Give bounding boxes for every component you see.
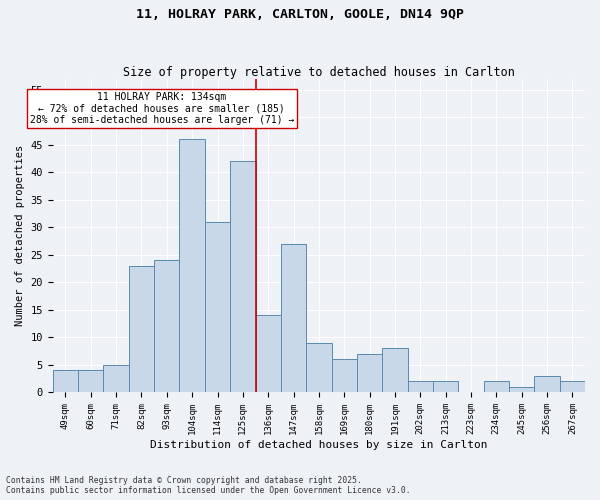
Bar (382, 348, 407, 393)
Text: 11 HOLRAY PARK: 134sqm
← 72% of detached houses are smaller (185)
28% of semi-de: 11 HOLRAY PARK: 134sqm ← 72% of detached… (29, 92, 294, 126)
Bar (179, 139, 205, 392)
Bar (53, 370, 78, 392)
Bar (332, 360, 357, 392)
Bar (205, 222, 230, 392)
Text: Contains HM Land Registry data © Crown copyright and database right 2025.
Contai: Contains HM Land Registry data © Crown c… (6, 476, 410, 495)
Bar (433, 382, 458, 392)
Bar (154, 260, 179, 392)
Bar (129, 266, 154, 392)
Bar (281, 244, 306, 392)
Bar (407, 382, 433, 392)
Bar (560, 382, 585, 392)
Bar (535, 376, 560, 392)
Bar (306, 343, 332, 392)
Bar (509, 387, 535, 392)
Bar (78, 370, 103, 392)
Bar (103, 365, 129, 392)
X-axis label: Distribution of detached houses by size in Carlton: Distribution of detached houses by size … (150, 440, 488, 450)
Text: 11, HOLRAY PARK, CARLTON, GOOLE, DN14 9QP: 11, HOLRAY PARK, CARLTON, GOOLE, DN14 9Q… (136, 8, 464, 20)
Title: Size of property relative to detached houses in Carlton: Size of property relative to detached ho… (123, 66, 515, 78)
Y-axis label: Number of detached properties: Number of detached properties (15, 145, 25, 326)
Bar (357, 354, 382, 393)
Bar (230, 161, 256, 392)
Bar (256, 316, 281, 392)
Bar (484, 382, 509, 392)
